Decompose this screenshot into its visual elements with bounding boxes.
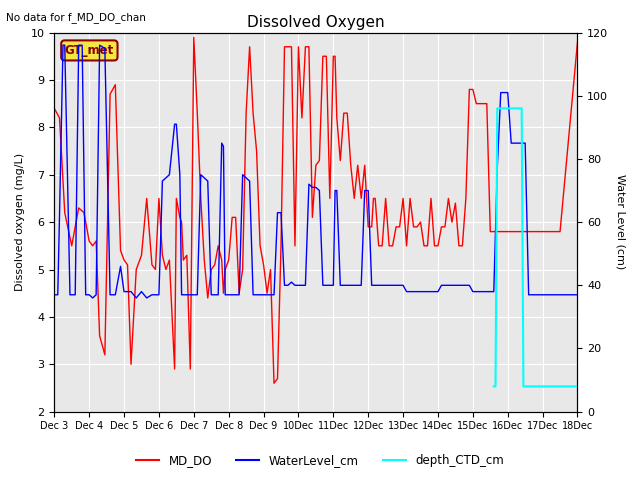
WaterLevel_cm (54, 292, 61, 298)
Title: Dissolved Oxygen: Dissolved Oxygen (247, 15, 385, 30)
depth_CTD_cm (497, 106, 504, 111)
depth_CTD_cm (532, 384, 540, 389)
depth_CTD_cm (573, 384, 581, 389)
Line: WaterLevel_cm: WaterLevel_cm (54, 45, 577, 298)
MD_DO (378, 243, 386, 249)
WaterLevel_cm (51, 292, 58, 298)
WaterLevel_cm (490, 289, 498, 295)
Text: GT_met: GT_met (65, 44, 114, 57)
depth_CTD_cm (511, 106, 518, 111)
Line: MD_DO: MD_DO (54, 37, 577, 383)
WaterLevel_cm (469, 289, 477, 295)
MD_DO (56, 115, 63, 121)
MD_DO (347, 162, 355, 168)
Legend: MD_DO, WaterLevel_cm, depth_CTD_cm: MD_DO, WaterLevel_cm, depth_CTD_cm (131, 449, 509, 472)
depth_CTD_cm (500, 106, 508, 111)
depth_CTD_cm (490, 384, 498, 389)
WaterLevel_cm (59, 42, 67, 48)
depth_CTD_cm (528, 384, 536, 389)
MD_DO (51, 106, 58, 111)
depth_CTD_cm (520, 384, 527, 389)
WaterLevel_cm (221, 292, 229, 298)
depth_CTD_cm (525, 384, 532, 389)
depth_CTD_cm (518, 106, 525, 111)
MD_DO (556, 228, 564, 234)
depth_CTD_cm (556, 384, 564, 389)
Y-axis label: Dissolved oxygen (mg/L): Dissolved oxygen (mg/L) (15, 153, 25, 291)
depth_CTD_cm (523, 384, 531, 389)
depth_CTD_cm (493, 106, 501, 111)
depth_CTD_cm (504, 106, 511, 111)
MD_DO (270, 380, 278, 386)
depth_CTD_cm (508, 106, 515, 111)
WaterLevel_cm (528, 292, 536, 298)
MD_DO (190, 35, 198, 40)
Y-axis label: Water Level (cm): Water Level (cm) (615, 175, 625, 270)
depth_CTD_cm (492, 384, 499, 389)
Text: No data for f_MD_DO_chan: No data for f_MD_DO_chan (6, 12, 147, 23)
Line: depth_CTD_cm: depth_CTD_cm (494, 108, 577, 386)
depth_CTD_cm (535, 384, 543, 389)
WaterLevel_cm (78, 42, 86, 48)
MD_DO (573, 39, 581, 45)
depth_CTD_cm (539, 384, 547, 389)
WaterLevel_cm (89, 295, 97, 301)
MD_DO (330, 53, 337, 59)
MD_DO (61, 210, 68, 216)
depth_CTD_cm (515, 106, 522, 111)
WaterLevel_cm (573, 292, 581, 298)
depth_CTD_cm (522, 384, 529, 389)
